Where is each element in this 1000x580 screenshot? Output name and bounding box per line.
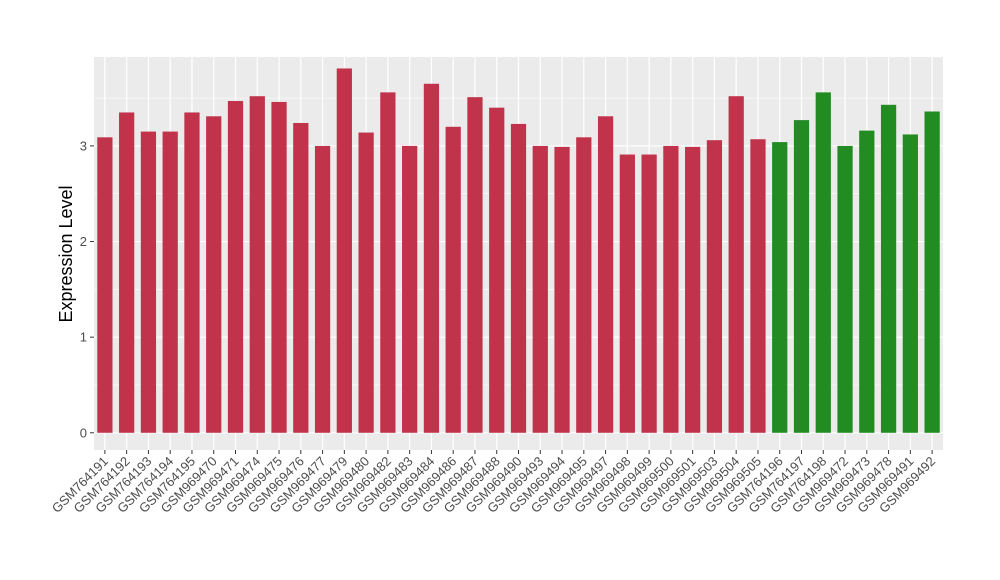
x-axis: GSM764191GSM764192GSM764193GSM764194GSM7… (49, 450, 938, 516)
y-tick-label: 3 (80, 138, 87, 153)
bar-GSM969505 (750, 139, 766, 433)
bar-GSM969477 (314, 145, 331, 433)
bar-GSM969490 (510, 123, 527, 433)
bar-GSM764197 (793, 120, 810, 433)
bar-GSM969495 (576, 137, 592, 433)
bar-GSM969493 (532, 145, 548, 433)
bar-GSM969471 (227, 100, 244, 433)
y-tick-label: 1 (80, 330, 87, 345)
y-axis: 0 1 2 3 (80, 138, 94, 440)
bar-GSM969491 (902, 134, 918, 433)
bar-GSM764198 (815, 92, 831, 433)
bar-GSM764196 (772, 142, 788, 433)
bar-GSM969487 (467, 97, 483, 433)
bar-GSM969472 (837, 145, 853, 433)
y-axis-title: Expression Level (56, 185, 76, 322)
bar-GSM969497 (597, 116, 614, 433)
bars (97, 68, 940, 433)
bar-GSM969479 (336, 68, 352, 433)
bar-GSM969473 (859, 130, 875, 433)
bar-GSM969501 (685, 146, 701, 433)
bar-GSM969474 (249, 96, 265, 433)
bar-GSM969475 (271, 101, 287, 433)
bar-GSM969480 (358, 132, 374, 433)
bar-GSM764192 (119, 112, 135, 433)
bar-GSM969503 (706, 140, 723, 433)
bar-GSM969478 (880, 104, 897, 433)
bar-GSM764194 (162, 131, 178, 433)
bar-GSM969494 (554, 146, 570, 433)
bar-GSM969484 (423, 83, 440, 433)
bar-GSM969482 (380, 92, 396, 433)
bar-GSM764193 (140, 131, 157, 433)
bar-GSM969498 (619, 154, 635, 433)
bar-GSM969488 (489, 107, 505, 433)
bar-GSM969486 (445, 126, 461, 433)
y-tick-label: 0 (80, 425, 87, 440)
bar-GSM969476 (293, 122, 309, 433)
bar-GSM969483 (402, 145, 418, 433)
bar-GSM969492 (924, 111, 940, 433)
bar-GSM969500 (663, 145, 679, 433)
bar-GSM969470 (206, 116, 222, 433)
bar-GSM969504 (728, 96, 744, 433)
y-tick-label: 2 (80, 234, 87, 249)
bar-GSM764195 (184, 112, 200, 433)
bar-GSM764191 (97, 137, 113, 433)
bar-GSM969499 (641, 154, 657, 433)
